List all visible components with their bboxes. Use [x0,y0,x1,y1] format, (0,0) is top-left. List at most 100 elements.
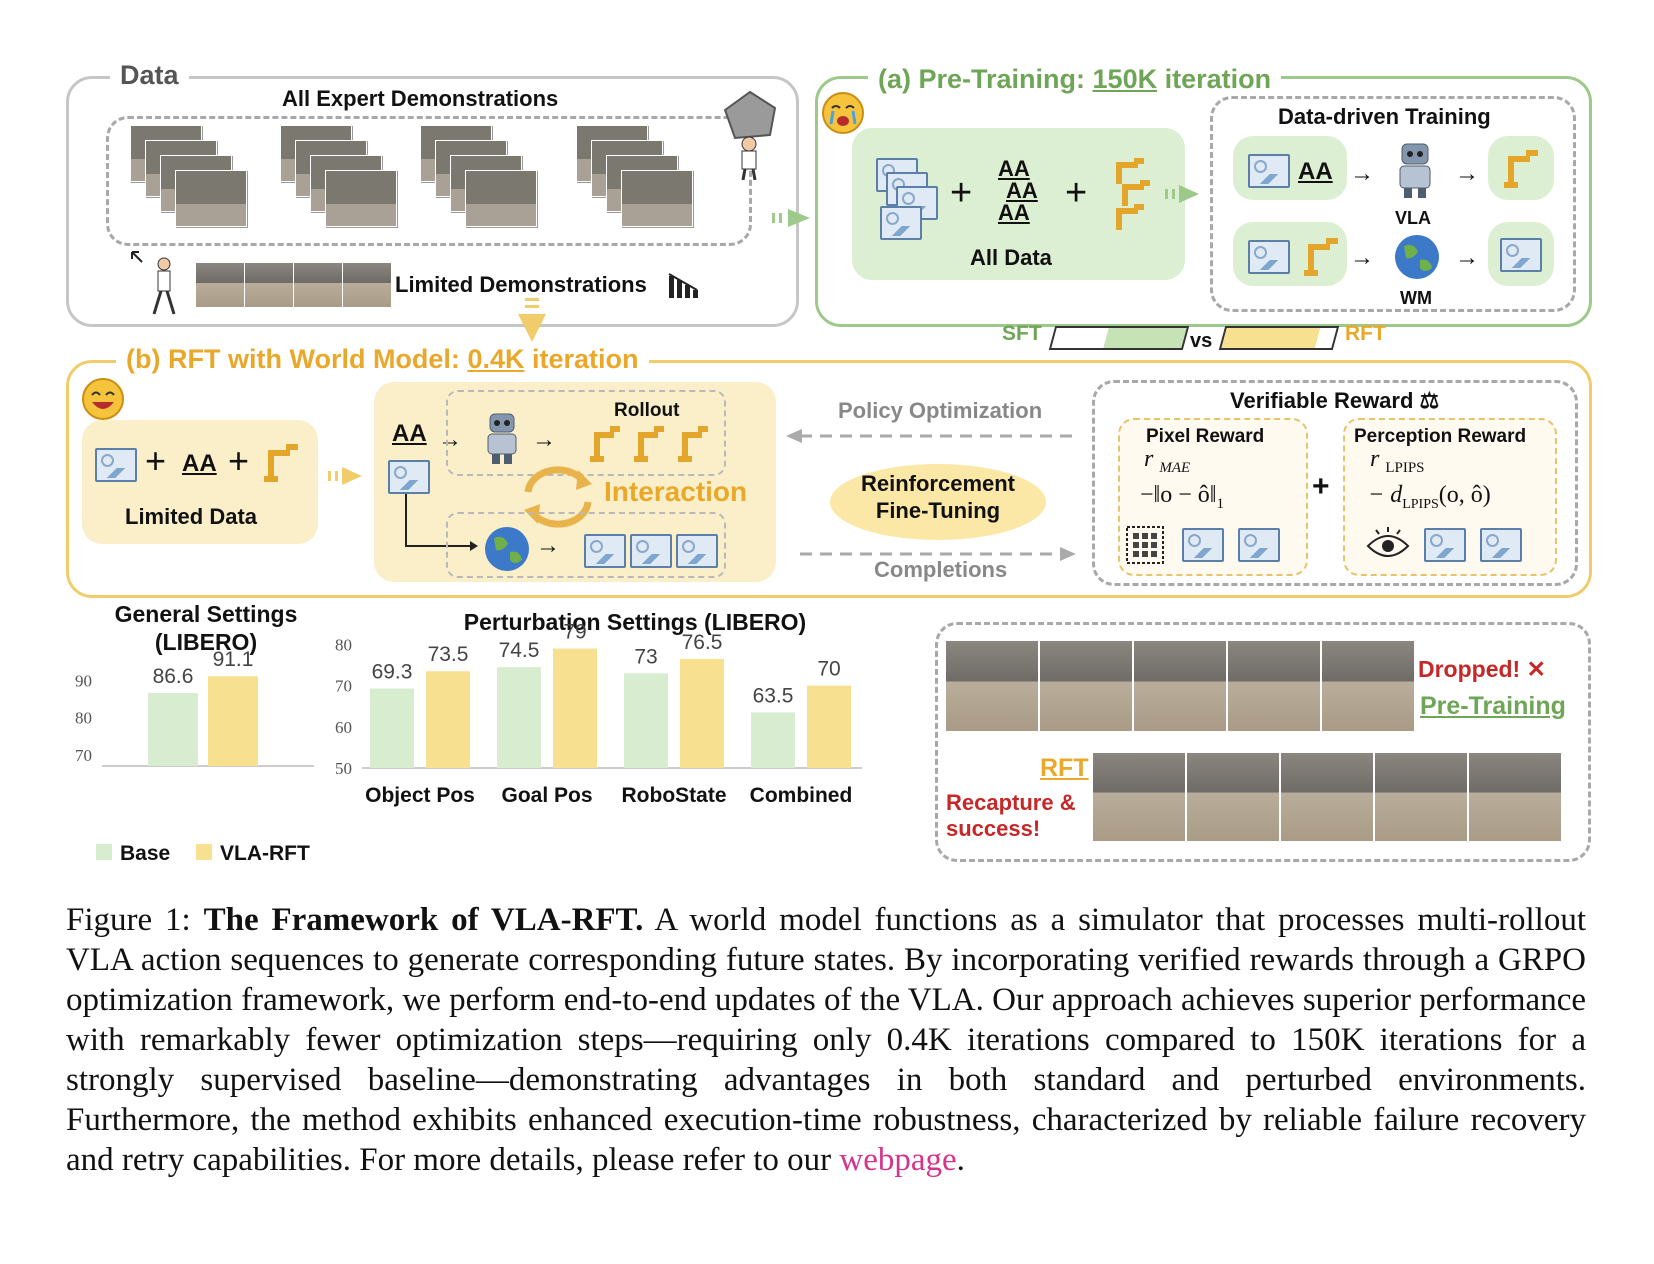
text-icon: AA [392,420,427,447]
chart2-bar [680,658,724,768]
burdened-person-icon [723,90,777,180]
perception-reward-symbol: r LPIPS [1370,446,1425,476]
perception-reward-label: Perception Reward [1354,426,1527,447]
chart1-bar [208,676,258,766]
robot-arm-stack-icon [1116,158,1150,230]
all-demos-label: All Expert Demonstrations [282,86,559,111]
crying-emoji-icon [822,92,864,134]
rollout-box [446,390,726,476]
chart2-value-label: 73 [634,645,657,668]
data-panel [66,76,799,327]
policy-optimization-arrow [786,429,1072,443]
verifiable-reward-box [1092,380,1578,586]
image-icon [1500,238,1542,272]
arrow-to-rft [518,298,546,342]
ddt-title: Data-driven Training [1272,104,1497,130]
vla-label: VLA [1395,208,1431,228]
rft-panel [66,360,1592,598]
vla-robot-icon [487,413,517,464]
perception-reward-formula: − dLPIPS(o, ô) [1368,482,1491,512]
verifiable-reward-title: Verifiable Reward ⚖ [1224,388,1446,414]
chart2-category-label: Combined [750,784,853,807]
robot-arm-icon [1304,238,1338,276]
arrow-icon: → [1455,244,1479,271]
chart1-plot: 70 80 90 86.6 91.1 [75,648,314,767]
completions-arrow [800,547,1076,561]
caption-body: A world model functions as a simulator t… [66,902,1587,1178]
wm-rollout-box [446,512,726,578]
pixel-reward-formula: −‖o − ô‖1 [1140,482,1225,512]
webpage-link[interactable]: webpage [839,1142,957,1178]
chart1-y-tick: 70 [75,746,92,765]
robot-arm-rollouts [590,426,708,462]
rollout-label: Rollout [614,400,680,421]
robustness-box [935,622,1591,862]
rft-title: (b) RFT with World Model: 0.4K iteration [116,344,649,375]
chart2-category-label: Object Pos [365,784,475,807]
arrow-icon: → [1350,160,1374,187]
pretraining-title: (a) Pre-Training: 150K iteration [868,64,1282,95]
image-icon [1182,528,1224,562]
sft-label: SFT [1002,322,1042,345]
interaction-label: Interaction [604,476,748,507]
legend-rft-swatch [196,844,212,860]
reward-plus: + [1312,470,1330,503]
arrow-to-interaction [328,467,362,485]
chart1-value-label: 86.6 [153,665,194,688]
limited-data-label: Limited Data [125,504,258,529]
image-icon [1480,528,1522,562]
plus-sign: + [145,440,167,481]
chart1-bar [148,693,198,766]
chart2-value-label: 73.5 [428,643,469,666]
image-icon [388,460,430,494]
cycle-arrows-icon [524,466,592,528]
chart2-y-tick: 60 [335,718,352,737]
image-icon [95,448,137,482]
chart2-y-tick: 80 [335,635,352,654]
image-icon [1238,528,1280,562]
legend-base-label: Base [120,842,170,865]
legend-rft-label: VLA-RFT [220,842,310,865]
branch-arrow [405,494,478,551]
cross-icon: ✕ [1526,656,1546,682]
chart2-value-label: 76.5 [682,631,723,654]
caption-label: Figure 1: [66,902,204,938]
pixel-reward-label: Pixel Reward [1146,426,1265,447]
image-icon [1424,528,1466,562]
results-charts: General Settings (LIBERO) Perturbation S… [75,601,862,865]
data-driven-training-box [1210,96,1576,312]
declining-chart-icon [668,273,698,298]
arrow-icon: → [532,426,556,453]
image-icon [1248,154,1290,188]
chart2-bar [370,688,414,768]
rft-result-label: RFT [1040,754,1089,782]
completions-label: Completions [874,557,1008,582]
dropped-label: Dropped! ✕ [1418,656,1546,682]
limited-data-box [82,420,318,544]
robot-arm-icon [264,444,298,482]
chart2-bar [426,671,470,768]
wm-label: WM [1400,288,1432,308]
chart2-plot: 50 60 70 80 69.3 73.5 Object Pos 74.5 79 Goal Pos… [335,621,862,807]
chart2-category-label: Goal Pos [501,784,592,807]
data-panel-title: Data [110,60,189,91]
caption-bold: The Framework of VLA-RFT. [203,902,644,938]
chart1-value-label: 91.1 [213,648,254,671]
text-stack-icon: AA AA AA [998,156,1038,225]
arrow-icon: → [1350,244,1374,271]
pixel-grid-icon [1126,526,1164,564]
chart2-y-tick: 70 [335,677,352,696]
text-icon: AA [182,450,217,477]
rft-bar [1218,326,1340,350]
chart2-category-label: RoboState [622,784,727,807]
all-data-label: All Data [970,245,1052,270]
arrow-to-pretraining [772,209,810,227]
chart2-bar [497,667,541,768]
plus-sign: + [228,440,250,481]
limited-demos-label: Limited Demonstrations [395,272,647,297]
arrow-to-training [1165,185,1199,203]
chart2-bar [807,685,851,768]
globe-icon [485,527,529,571]
chart2-title: Perturbation Settings (LIBERO) [464,609,806,635]
recapture-label: Recapture & success! [946,790,1076,841]
